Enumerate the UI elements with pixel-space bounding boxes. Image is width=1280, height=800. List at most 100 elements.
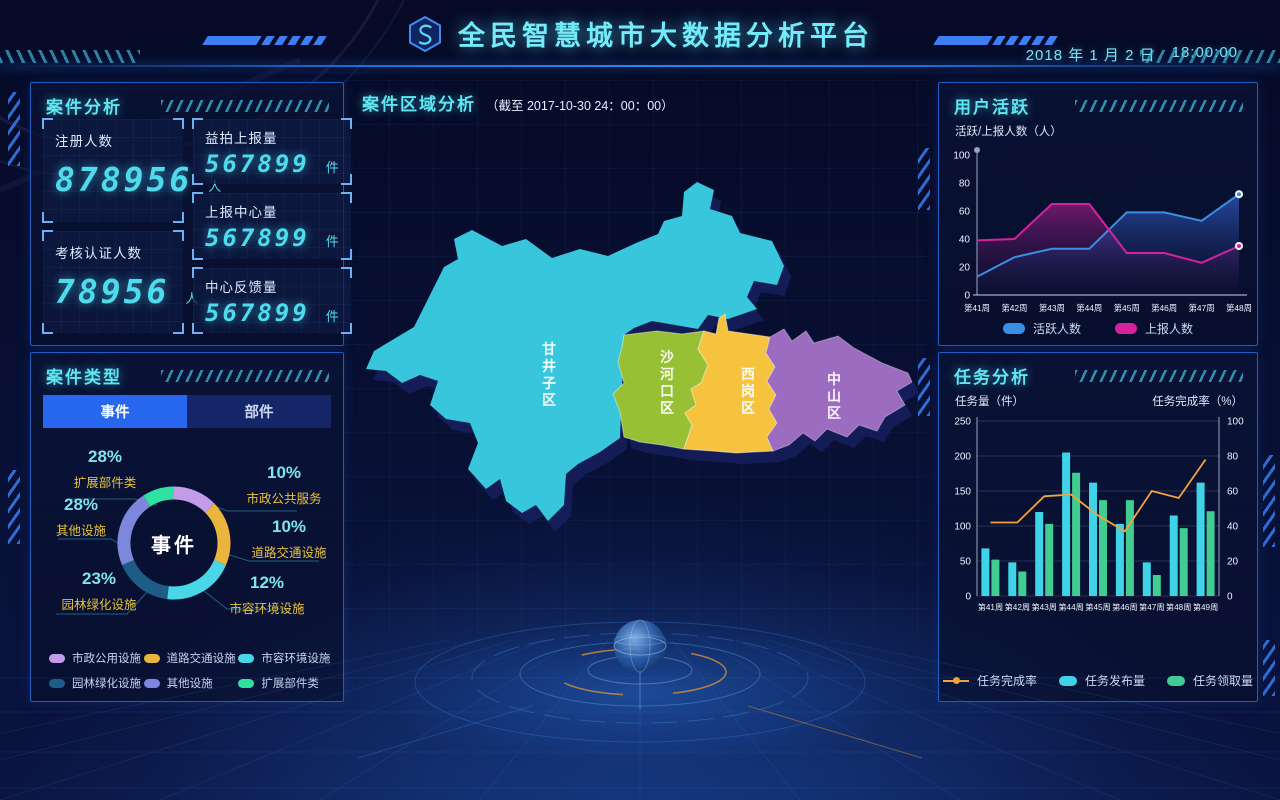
callout-pct: 28% — [63, 495, 99, 514]
bar-published — [1142, 562, 1151, 596]
legend-item[interactable]: 其他设施 — [143, 675, 239, 691]
x-tick-label: 第48周 — [1166, 602, 1191, 612]
stats-grid: 注册人数 878956 人 考核认证人数 78956 人 益拍上报量 567899 件… — [42, 117, 352, 333]
x-tick-label: 第42周 — [1001, 303, 1027, 313]
stat-registered-users: 注册人数 878956 人 — [42, 118, 221, 222]
bar-claimed — [1099, 500, 1107, 596]
title-hatch-deco — [1075, 100, 1243, 112]
bar-published — [1169, 515, 1178, 596]
legend-item-report-users[interactable]: 上报人数 — [1115, 320, 1193, 337]
map-label-ganjingzi: 甘井子区 — [542, 341, 556, 408]
bar-published — [1062, 452, 1071, 596]
district-map: 甘井子区 沙河口区 西岗区 中山区 — [366, 182, 919, 532]
tab-events[interactable]: 事件 — [43, 395, 187, 428]
x-tick-label: 第43周 — [1031, 602, 1056, 612]
floor-line-deco — [0, 640, 514, 800]
callout-pct: 10% — [266, 463, 302, 482]
legend-item[interactable]: 扩展部件类 — [238, 675, 333, 691]
donut-segment[interactable] — [143, 486, 175, 507]
header-slashes-left-deco — [0, 50, 140, 63]
legend-item[interactable]: 道路交通设施 — [143, 650, 239, 666]
strip-deco — [1263, 455, 1275, 547]
task-legend: 任务完成率 任务发布量 任务领取量 — [939, 672, 1257, 689]
floor-grid-deco — [0, 640, 1280, 800]
callout-road: 10% 道路交通设施 — [237, 517, 341, 560]
hologram-platform-deco — [335, 610, 945, 774]
ua-axis-label: 活跃/上报人数（人） — [955, 126, 1062, 138]
legend-item-completion-rate[interactable]: 任务完成率 — [942, 672, 1037, 689]
donut-segment[interactable] — [173, 486, 215, 514]
legend-item[interactable]: 园林绿化设施 — [49, 675, 144, 691]
y-tick-label: 80 — [959, 179, 971, 190]
task-analysis-chart: 050100150200250020406080100第41周 第42周 第43周第… — [954, 417, 1244, 613]
floor-line-deco — [0, 640, 483, 761]
end-dot-core — [1237, 244, 1241, 248]
x-tick-label: 第49周 — [1193, 602, 1218, 612]
stat-value: 567899 — [205, 298, 310, 327]
legend-item-claimed[interactable]: 任务领取量 — [1167, 672, 1253, 689]
map-label-zhongshan: 中山区 — [827, 371, 841, 421]
bar-claimed — [1045, 523, 1054, 596]
stat-value: 78956 — [55, 271, 170, 311]
y-tick-label: 100 — [953, 151, 970, 162]
x-tick-label: 第46周 — [1112, 602, 1137, 612]
legend-label: 扩展部件类 — [261, 678, 319, 690]
right-tick-label: 20 — [1227, 557, 1239, 568]
legend-label: 园林绿化设施 — [72, 678, 141, 690]
pie-legend: 市政公用设施 道路交通设施 市容环境设施 园林绿化设施 其他设施 扩展部件类 — [49, 650, 333, 691]
ua-legend: 活跃人数 上报人数 — [939, 320, 1257, 337]
stats-col-left: 注册人数 878956 人 考核认证人数 78956 人 — [42, 118, 221, 333]
callout-name: 市政公共服务 — [246, 491, 322, 506]
x-tick-label: 第44周 — [1058, 602, 1083, 612]
y-tick-label: 60 — [959, 207, 971, 218]
right-tick-label: 40 — [1227, 522, 1239, 533]
map-district-ganjingzi[interactable] — [366, 182, 784, 521]
legend-item-active-users[interactable]: 活跃人数 — [1002, 320, 1081, 337]
y-tick-label: 40 — [959, 235, 971, 246]
legend-item[interactable]: 市容环境设施 — [238, 650, 333, 666]
legend-label: 任务领取量 — [1193, 674, 1254, 688]
header: 全民智慧城市大数据分析平台 2018 年 1 月 2 日 18:00:00 — [0, 0, 1280, 68]
legend-item-published[interactable]: 任务发布量 — [1058, 672, 1145, 689]
right-tick-label: 100 — [1227, 417, 1244, 428]
floor-line-deco — [0, 640, 451, 734]
bar-claimed — [1206, 511, 1215, 596]
series-line — [976, 203, 1240, 264]
callout-extended: 28% 扩展部件类 — [53, 447, 157, 490]
left-tick-label: 250 — [954, 417, 971, 428]
user-activity-chart: 0 20 40 60 80 100 第41周 第42周 第43周 第44周 第45周 第46周 第47周… — [953, 147, 1251, 313]
case-type-title: 案件类型 — [46, 368, 122, 387]
case-analysis-title: 案件分析 — [46, 98, 122, 117]
header-bars-right-deco — [933, 36, 1058, 45]
floor-line-deco — [319, 640, 577, 800]
panel-case-type: 案件类型 事件 部件 事件 28% 扩展部件类 28% 其他设施 23% 园林绿… — [30, 352, 344, 702]
stat-center-reports: 上报中心量 567899 件 — [192, 192, 352, 259]
panel-case-analysis: 案件分析 注册人数 878956 人 考核认证人数 78956 人 益拍上报量 56… — [30, 82, 352, 346]
bar-published — [1196, 482, 1205, 596]
x-tick-label: 第42周 — [1005, 602, 1030, 612]
left-tick-label: 50 — [960, 557, 972, 568]
completion-rate-line — [990, 458, 1207, 533]
panel-user-activity: 用户活跃 活跃/上报人数（人） 0 20 40 60 80 100 第41周 第42周 第43周… — [938, 82, 1258, 346]
y-tick-label: 0 — [964, 291, 970, 302]
region-subtitle: （截至 2017-10-30 24：00：00） — [486, 99, 674, 113]
left-tick-label: 0 — [965, 592, 971, 603]
bar-claimed — [1152, 575, 1161, 596]
map-district-zhongshan[interactable] — [765, 328, 913, 452]
region-title: 案件区域分析 — [362, 95, 476, 114]
right-tick-label: 0 — [1227, 592, 1233, 603]
stat-certified-users: 考核认证人数 78956 人 — [42, 229, 198, 333]
callout-other: 28% 其他设施 — [33, 495, 129, 538]
platform-logo-icon — [409, 15, 441, 52]
user-activity-title: 用户活跃 — [954, 98, 1030, 117]
stat-label: 上报中心量 — [205, 205, 278, 221]
map-label-xigang: 西岗区 — [741, 366, 755, 416]
donut-center-label: 事件 — [151, 535, 197, 557]
legend-item[interactable]: 市政公用设施 — [49, 650, 144, 666]
left-tick-label: 150 — [954, 487, 971, 498]
tab-components[interactable]: 部件 — [187, 395, 331, 428]
stat-value: 567899 — [205, 150, 310, 178]
callout-municipal: 10% 市政公共服务 — [229, 463, 339, 506]
callout-pct: 10% — [271, 517, 307, 536]
